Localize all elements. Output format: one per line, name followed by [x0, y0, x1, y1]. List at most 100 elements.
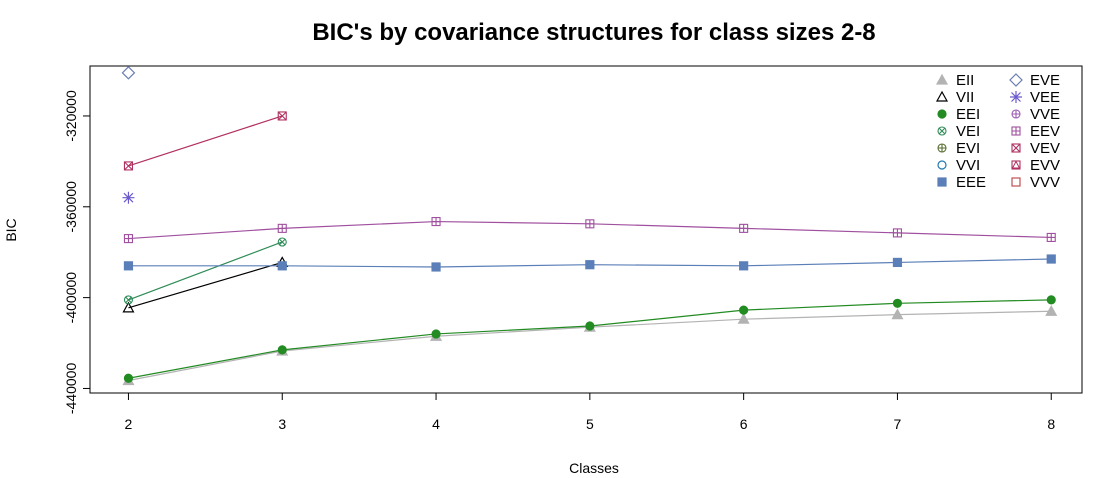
legend-label: EII [956, 72, 974, 89]
legend-label: VEI [956, 123, 980, 140]
data-point-eei [585, 321, 595, 331]
data-point-eee [431, 262, 441, 272]
x-axis: 2 3 4 5 6 7 8 [125, 393, 1055, 432]
y-axis-label: BIC [3, 218, 19, 241]
series-eve [121, 65, 136, 80]
legend-label: EVV [1030, 157, 1060, 174]
data-point-eei [123, 373, 134, 383]
legend-marker-vei [937, 126, 947, 136]
legend-label: EEI [956, 106, 980, 123]
series-vev [123, 111, 287, 171]
legend-marker-evi [937, 143, 947, 153]
data-point-eev [277, 223, 287, 233]
legend-item-evv: EVV [1011, 157, 1060, 174]
legend-marker-eve [1009, 73, 1023, 87]
legend-marker-eei [937, 109, 947, 119]
series-vei [123, 237, 287, 305]
legend-item-eii: EII [935, 72, 974, 89]
data-point-eee [585, 260, 595, 270]
legend-item-vve: VVE [1011, 106, 1060, 123]
data-point-eev [892, 228, 902, 238]
series-line-vei [128, 241, 283, 301]
legend-marker-vev [1011, 143, 1021, 153]
data-point-eei [739, 305, 749, 315]
legend-label: VII [956, 89, 974, 106]
legend-item-vei: VEI [937, 123, 980, 140]
legend-marker-vii [935, 90, 949, 102]
data-point-eev [1046, 232, 1056, 242]
y-axis: -320000 -360000 -400000 -440000 [63, 90, 90, 414]
data-point-eii [891, 308, 904, 320]
data-point-eve [121, 65, 136, 80]
x-tick-label: 2 [125, 416, 133, 432]
data-point-eee [1046, 254, 1056, 264]
series-eei [123, 295, 1056, 383]
legend-item-vev: VEV [1011, 140, 1060, 157]
legend-marker-vvi [937, 160, 947, 170]
legend-marker-vvv [1011, 177, 1021, 187]
series-eee [123, 254, 1056, 272]
data-point-eev [431, 217, 441, 227]
legend-label: EVI [956, 140, 980, 157]
y-tick-label: -440000 [63, 363, 79, 415]
x-tick-label: 5 [586, 416, 594, 432]
x-tick-label: 7 [894, 416, 902, 432]
legend-item-vii: VII [935, 89, 974, 106]
series-layer [121, 65, 1058, 386]
data-point-eei [277, 345, 287, 355]
series-eii [122, 305, 1058, 386]
data-point-eee [123, 261, 134, 271]
data-point-vee [122, 191, 135, 204]
plot-frame [89, 65, 1083, 394]
legend-item-eev: EEV [1011, 123, 1060, 140]
legend-item-eee: EEE [937, 174, 986, 191]
legend-label: VVE [1030, 106, 1060, 123]
data-point-eev [739, 223, 749, 233]
y-tick-label: -400000 [63, 272, 79, 324]
x-tick-label: 3 [278, 416, 286, 432]
legend-label: VEV [1030, 140, 1060, 157]
data-point-vev [277, 111, 287, 121]
x-tick-label: 6 [740, 416, 748, 432]
data-point-eei [1046, 295, 1056, 305]
legend-label: EEV [1030, 123, 1060, 140]
series-line-vii [128, 261, 283, 309]
legend-item-vvi: VVI [937, 157, 980, 174]
data-point-vii [122, 301, 135, 313]
legend-marker-eii [935, 73, 949, 85]
legend-marker-evv [1011, 160, 1021, 170]
series-eev [123, 217, 1056, 244]
x-axis-label: Classes [569, 460, 619, 476]
data-point-eii [1045, 305, 1058, 316]
data-point-eev [585, 219, 595, 229]
legend-item-eei: EEI [937, 106, 980, 123]
legend-label: VVI [956, 157, 980, 174]
data-point-vei [123, 295, 133, 305]
legend-item-evi: EVI [937, 140, 980, 157]
data-point-vev [123, 161, 133, 171]
data-point-eev [123, 234, 133, 244]
legend-item-vvv: VVV [1011, 174, 1060, 191]
legend-marker-eee [937, 177, 947, 187]
y-tick-label: -320000 [63, 90, 79, 142]
data-point-eee [892, 257, 903, 268]
legend-marker-vee [1010, 91, 1022, 103]
legend-item-vee: VEE [1010, 89, 1060, 106]
x-tick-label: 4 [432, 416, 440, 432]
data-point-vei [277, 237, 287, 247]
series-vee [122, 191, 135, 204]
data-point-eii [737, 312, 750, 324]
legend-label: EVE [1030, 72, 1060, 89]
series-line-vev [128, 115, 283, 167]
legend-marker-eev [1011, 126, 1021, 136]
legend-marker-vve [1011, 109, 1021, 119]
legend-item-eve: EVE [1009, 72, 1060, 89]
legend-label: VEE [1030, 89, 1060, 106]
chart-title: BIC's by covariance structures for class… [312, 19, 875, 46]
data-point-eei [892, 298, 903, 308]
series-line-eei [128, 299, 1052, 379]
data-point-eei [431, 329, 441, 339]
y-tick-label: -360000 [63, 181, 79, 233]
